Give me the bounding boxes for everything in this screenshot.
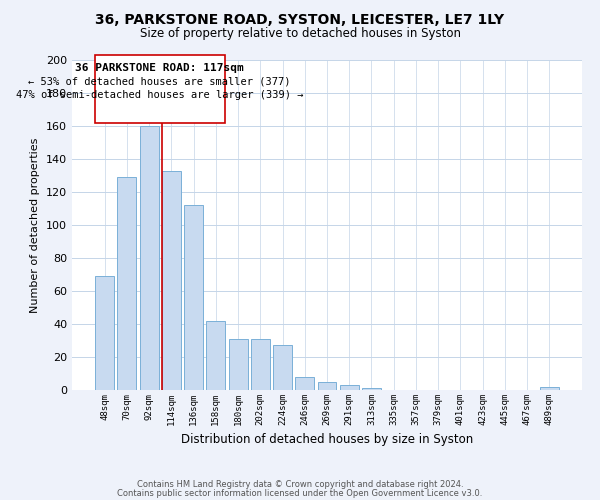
Text: Size of property relative to detached houses in Syston: Size of property relative to detached ho… bbox=[139, 28, 461, 40]
Bar bbox=[295, 377, 314, 390]
Bar bbox=[317, 382, 337, 390]
Text: 47% of semi-detached houses are larger (339) →: 47% of semi-detached houses are larger (… bbox=[16, 90, 304, 100]
Bar bbox=[540, 386, 559, 390]
Text: ← 53% of detached houses are smaller (377): ← 53% of detached houses are smaller (37… bbox=[28, 76, 291, 86]
Text: Contains public sector information licensed under the Open Government Licence v3: Contains public sector information licen… bbox=[118, 489, 482, 498]
Bar bbox=[206, 320, 225, 390]
Bar bbox=[251, 339, 270, 390]
Text: Contains HM Land Registry data © Crown copyright and database right 2024.: Contains HM Land Registry data © Crown c… bbox=[137, 480, 463, 489]
Bar bbox=[118, 177, 136, 390]
Bar bbox=[140, 126, 158, 390]
X-axis label: Distribution of detached houses by size in Syston: Distribution of detached houses by size … bbox=[181, 434, 473, 446]
Bar bbox=[340, 385, 359, 390]
Text: 36 PARKSTONE ROAD: 117sqm: 36 PARKSTONE ROAD: 117sqm bbox=[75, 64, 244, 74]
Bar bbox=[229, 339, 248, 390]
Bar bbox=[184, 205, 203, 390]
Bar bbox=[95, 276, 114, 390]
Bar bbox=[273, 346, 292, 390]
Bar bbox=[362, 388, 381, 390]
Y-axis label: Number of detached properties: Number of detached properties bbox=[31, 138, 40, 312]
Bar bbox=[162, 170, 181, 390]
Text: 36, PARKSTONE ROAD, SYSTON, LEICESTER, LE7 1LY: 36, PARKSTONE ROAD, SYSTON, LEICESTER, L… bbox=[95, 12, 505, 26]
Bar bbox=[95, 55, 225, 122]
